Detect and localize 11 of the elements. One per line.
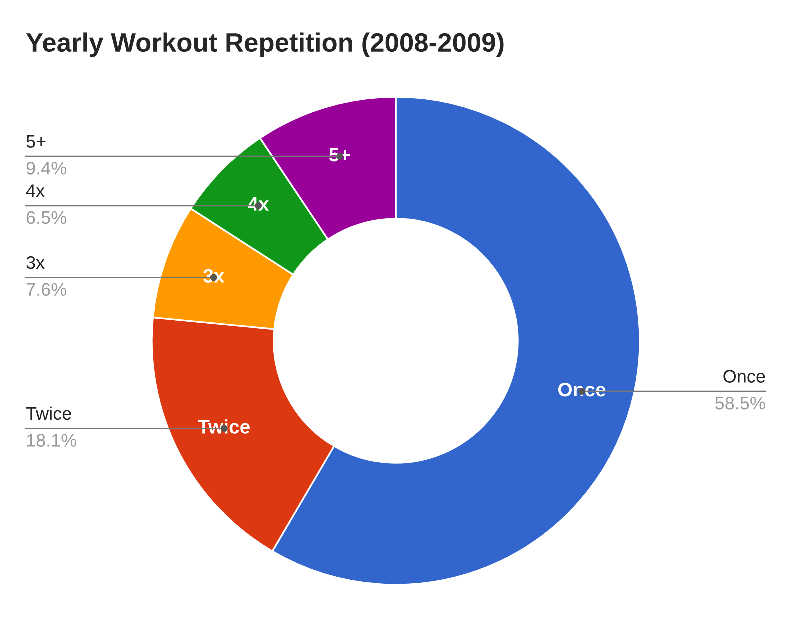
slice-label: 4x xyxy=(26,184,45,198)
data-label: 6.5% xyxy=(26,211,67,224)
slice-label: 5+ xyxy=(26,135,46,148)
chart-title: Yearly Workout Repetition (2008-2009) xyxy=(26,32,504,58)
data-label: 18.1% xyxy=(27,434,77,447)
slice-label: 3x xyxy=(26,256,45,270)
data-label: 7.6% xyxy=(26,283,67,296)
slice-label: Once xyxy=(724,370,766,383)
slice-label: Twice xyxy=(26,406,72,420)
data-label: 58.5% xyxy=(716,397,766,410)
data-label: 9.4% xyxy=(26,162,67,175)
